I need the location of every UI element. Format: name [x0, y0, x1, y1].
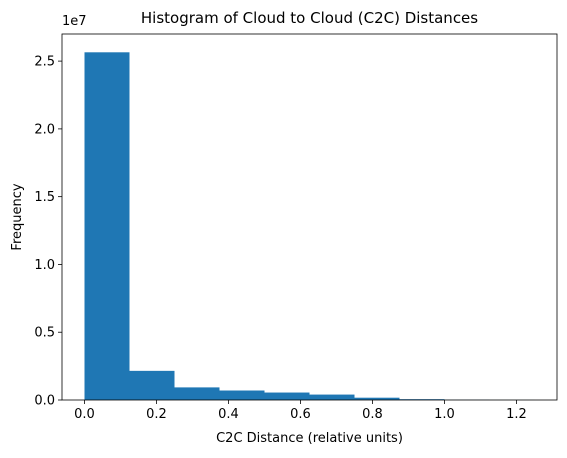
histogram-bar [130, 371, 175, 400]
x-tick-label: 1.2 [506, 407, 527, 422]
x-axis-label: C2C Distance (relative units) [216, 431, 403, 446]
histogram-bar [220, 391, 265, 400]
y-tick-label: 1.0 [34, 258, 55, 273]
x-tick-label: 0.4 [218, 407, 239, 422]
x-tick-label: 0.2 [146, 407, 167, 422]
histogram-bar [265, 393, 310, 400]
x-tick-label: 1.0 [434, 407, 455, 422]
chart-title: Histogram of Cloud to Cloud (C2C) Distan… [141, 9, 478, 27]
y-axis-label: Frequency [10, 183, 25, 250]
x-tick-label: 0.6 [290, 407, 311, 422]
y-tick-label: 1.5 [34, 190, 55, 205]
y-tick-label: 0.5 [34, 326, 55, 341]
y-tick-label: 2.5 [34, 55, 55, 70]
histogram-bar [310, 395, 355, 400]
histogram-bar [175, 387, 220, 400]
plot-area-frame [62, 34, 557, 400]
y-tick-label: 2.0 [34, 122, 55, 137]
x-tick-label: 0.8 [362, 407, 383, 422]
y-axis-multiplier: 1e7 [62, 14, 87, 29]
x-tick-label: 0.0 [74, 407, 95, 422]
histogram-bar [85, 52, 130, 400]
y-tick-label: 0.0 [34, 394, 55, 409]
